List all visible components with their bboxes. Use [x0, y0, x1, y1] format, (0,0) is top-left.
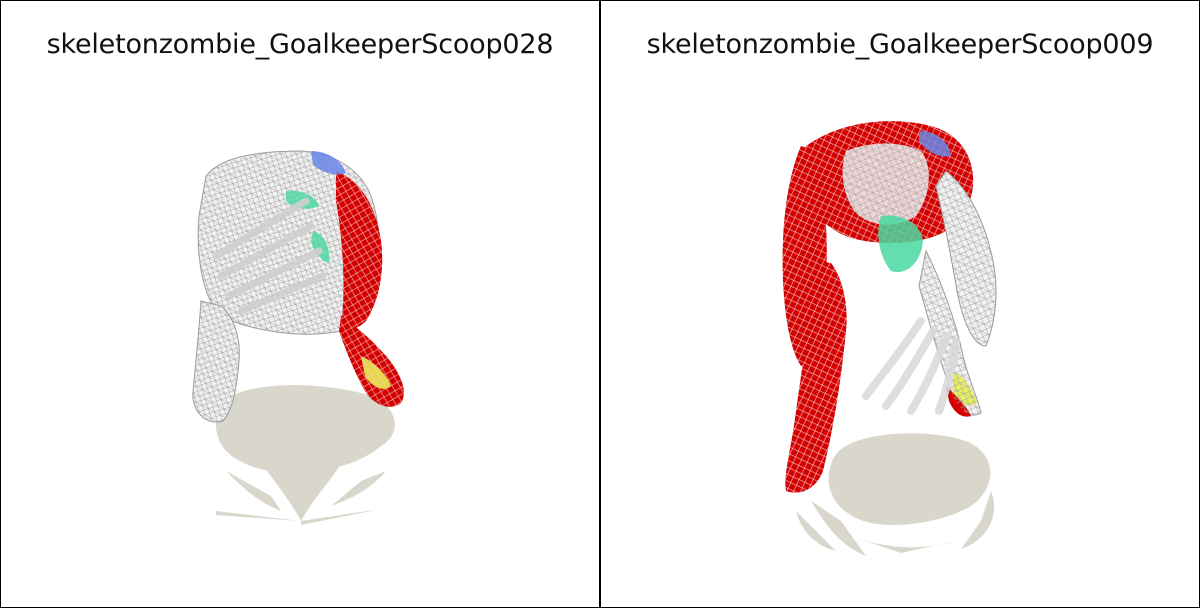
ground-shadow — [796, 433, 995, 556]
mesh-render-viewport — [782, 121, 997, 556]
panel-title: skeletonzombie_GoalkeeperScoop009 — [646, 29, 1154, 60]
render-panel-right: skeletonzombie_GoalkeeperScoop009 — [599, 1, 1199, 607]
mesh-render-viewport — [192, 150, 404, 525]
render-panel-left: skeletonzombie_GoalkeeperScoop028 — [1, 1, 599, 607]
character-mesh — [192, 150, 404, 423]
character-mesh — [782, 121, 997, 493]
panel-title: skeletonzombie_GoalkeeperScoop028 — [46, 29, 554, 60]
ground-shadow — [215, 385, 395, 525]
